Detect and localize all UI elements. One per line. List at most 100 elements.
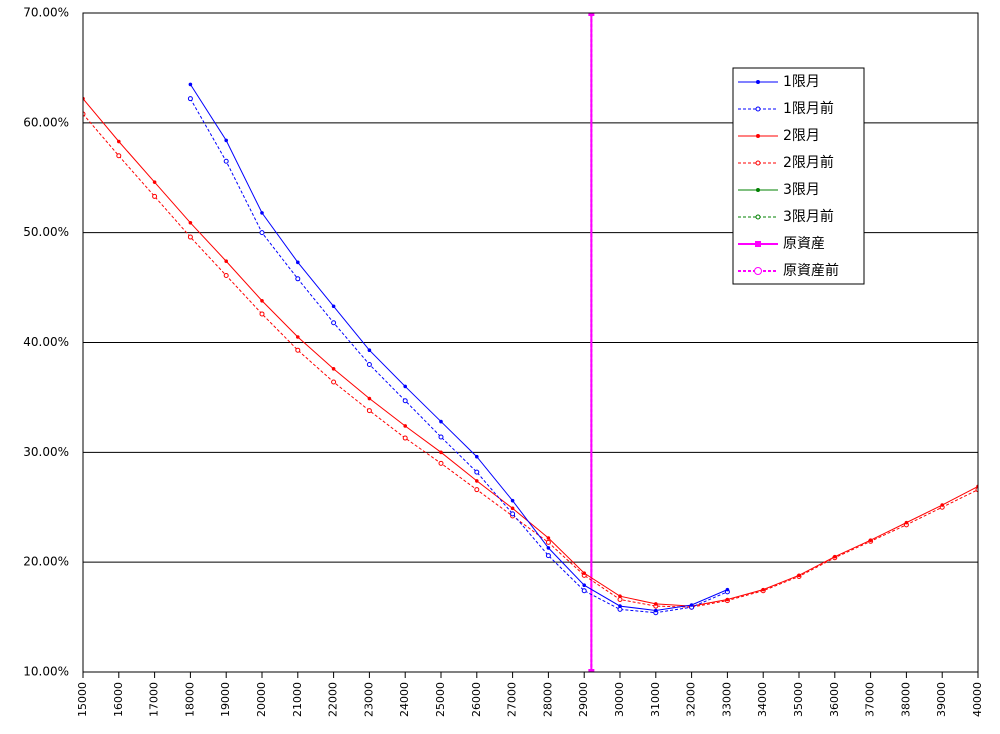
marker: [689, 603, 694, 607]
x-tick-label: 32000: [685, 682, 698, 717]
marker: [510, 511, 516, 517]
marker: [475, 479, 479, 483]
x-tick-label: 34000: [756, 682, 769, 717]
marker: [510, 498, 515, 503]
x-tick-label: 20000: [255, 682, 268, 717]
marker: [260, 211, 264, 215]
marker: [474, 487, 480, 493]
marker: [582, 583, 586, 588]
axes: 10.00% 20.00% 30.00% 40.00% 50.00% 60.00% 70.0…: [23, 6, 984, 718]
marker: [439, 450, 443, 455]
marker: [940, 503, 944, 507]
legend-marker: [756, 80, 760, 84]
y-tick-label: 20.00%: [23, 555, 69, 569]
marker: [403, 424, 408, 428]
plot-border: [82, 12, 979, 673]
x-tick-label: 21000: [291, 682, 304, 717]
legend-box: [732, 67, 865, 285]
legend-marker: [755, 160, 761, 166]
marker: [187, 96, 193, 102]
marker: [438, 434, 444, 440]
marker: [725, 587, 730, 592]
marker: [331, 304, 336, 309]
marker: [588, 669, 595, 672]
marker: [868, 538, 873, 542]
x-tick-label: 24000: [398, 682, 411, 717]
x-tick-label: 30000: [613, 682, 626, 717]
marker: [761, 587, 765, 592]
marker: [296, 260, 300, 265]
marker: [618, 594, 622, 599]
marker: [510, 506, 515, 511]
marker: [367, 396, 372, 401]
marker: [295, 347, 301, 353]
x-tick-label: 23000: [362, 682, 375, 717]
x-tick-label: 35000: [792, 682, 805, 717]
marker: [331, 379, 337, 385]
marker: [582, 571, 586, 575]
x-tick-label: 38000: [899, 682, 912, 717]
marker: [654, 602, 658, 606]
series-line: [189, 84, 728, 611]
marker: [402, 435, 408, 441]
marker: [654, 608, 658, 613]
marker: [223, 158, 229, 164]
plot-area: [83, 13, 978, 672]
x-tick-label: 16000: [112, 682, 125, 717]
marker: [545, 553, 551, 559]
x-tick-label: 22000: [327, 682, 340, 717]
y-tick-label: 40.00%: [23, 335, 69, 349]
series-line: [189, 98, 728, 614]
legend-marker: [755, 241, 761, 247]
x-tick-label: 39000: [935, 682, 948, 717]
legend-label: 原資産: [783, 236, 825, 252]
marker: [152, 193, 158, 199]
series-line: [83, 98, 978, 607]
legend-label: 1限月前: [783, 100, 834, 117]
marker: [546, 536, 551, 540]
marker: [259, 230, 265, 236]
x-tick-label: 31000: [649, 682, 662, 717]
marker: [439, 419, 443, 424]
x-tick-label: 18000: [183, 682, 196, 717]
marker: [260, 298, 264, 303]
marker: [366, 408, 372, 414]
x-tick-label: 27000: [506, 682, 519, 717]
marker: [797, 573, 801, 578]
marker: [438, 460, 444, 466]
marker: [223, 273, 229, 279]
marker: [588, 13, 595, 16]
marker: [296, 335, 300, 339]
marker: [904, 520, 909, 525]
marker: [224, 138, 228, 143]
marker: [367, 348, 372, 352]
x-tick-label: 37000: [864, 682, 877, 717]
legend-marker: [756, 134, 760, 138]
legend-marker: [755, 106, 761, 112]
legend-marker: [754, 267, 762, 275]
marker: [833, 554, 837, 559]
legend-marker: [756, 188, 760, 192]
legend-label: 1限月: [783, 74, 820, 90]
x-tick-label: 28000: [541, 682, 554, 717]
legend-marker: [755, 214, 761, 220]
y-tick-label: 70.00%: [23, 6, 69, 20]
marker: [331, 320, 337, 326]
legend-label: 3限月: [783, 182, 820, 198]
marker: [617, 597, 623, 603]
marker: [581, 588, 587, 594]
marker: [152, 180, 157, 184]
y-tick-label: 50.00%: [23, 225, 69, 239]
marker: [116, 153, 122, 159]
marker: [618, 604, 622, 608]
x-tick-label: 36000: [828, 682, 841, 717]
x-tick-label: 17000: [148, 682, 161, 717]
legend-label: 原資産前: [783, 262, 839, 279]
y-tick-label: 30.00%: [23, 445, 69, 459]
marker: [187, 234, 193, 240]
marker: [188, 82, 193, 87]
marker: [546, 546, 551, 550]
marker: [224, 259, 228, 264]
marker: [117, 139, 121, 144]
marker: [331, 367, 336, 371]
